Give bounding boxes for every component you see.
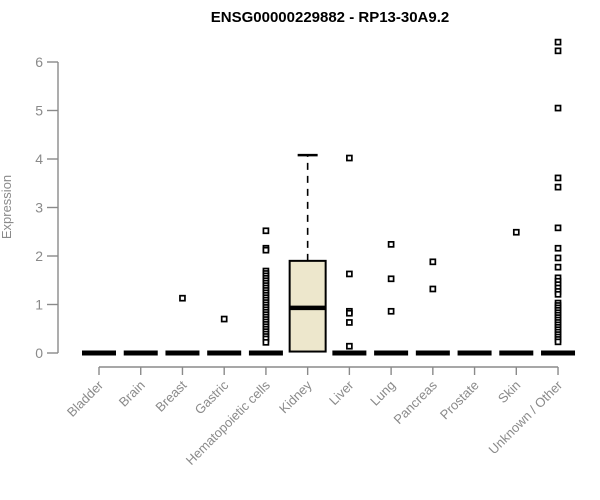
y-tick-label: 3: [35, 200, 43, 216]
outlier-point: [387, 275, 395, 283]
x-tick-label: Skin: [495, 378, 523, 406]
outlier-point: [554, 47, 562, 55]
outlier-point: [554, 183, 562, 191]
x-tick-label: Brain: [116, 378, 148, 410]
zero-bar: [332, 350, 367, 356]
y-tick-label: 1: [35, 297, 43, 313]
outlier-point: [346, 270, 353, 278]
zero-bar: [248, 350, 283, 356]
outlier-point: [554, 244, 562, 252]
outlier-point: [262, 227, 270, 235]
x-tick-label: Prostate: [437, 378, 482, 423]
x-tick-label: Breast: [152, 377, 189, 414]
outlier-point: [429, 258, 437, 266]
outlier-point: [179, 294, 186, 302]
x-tick-label: Liver: [326, 377, 357, 408]
x-tick-label: Gastric: [192, 377, 232, 417]
chart-title: ENSG00000229882 - RP13-30A9.2: [211, 9, 450, 26]
outlier-point: [554, 263, 562, 271]
outlier-point: [262, 338, 270, 346]
y-tick-label: 2: [35, 248, 43, 264]
y-tick-label: 6: [35, 54, 43, 70]
outlier-point: [512, 228, 520, 236]
outlier-point: [554, 224, 562, 232]
outlier-point: [387, 307, 395, 315]
zero-bar: [415, 350, 450, 356]
x-tick-label: Lung: [367, 378, 398, 409]
outlier-point: [346, 342, 353, 350]
y-axis-label: Expression: [0, 175, 14, 239]
outlier-point: [554, 104, 562, 112]
y-tick-label: 4: [35, 151, 43, 167]
x-tick-label: Bladder: [64, 377, 107, 420]
outlier-point: [346, 154, 353, 162]
outlier-point: [346, 319, 353, 326]
zero-bar: [499, 350, 534, 356]
x-tick-label: Pancreas: [391, 377, 441, 427]
zero-bar: [457, 350, 492, 356]
y-tick-label: 5: [35, 103, 43, 119]
y-tick-label: 0: [35, 345, 43, 361]
outlier-point: [220, 315, 228, 323]
outlier-point: [346, 309, 353, 317]
zero-bar: [165, 350, 200, 356]
outlier-point: [554, 254, 562, 262]
outlier-point: [262, 246, 270, 254]
x-tick-label: Unknown / Other: [486, 377, 566, 457]
zero-bar: [207, 350, 242, 356]
outlier-point: [554, 38, 562, 46]
zero-bar: [541, 350, 576, 356]
zero-bar: [374, 350, 409, 356]
x-tick-label: Kidney: [276, 377, 315, 416]
outlier-point: [387, 241, 395, 248]
outlier-point: [554, 338, 562, 346]
outlier-point: [554, 174, 562, 182]
outlier-point: [429, 285, 437, 293]
zero-bar: [123, 350, 158, 356]
outlier-point: [554, 290, 562, 298]
zero-bar: [82, 350, 116, 356]
